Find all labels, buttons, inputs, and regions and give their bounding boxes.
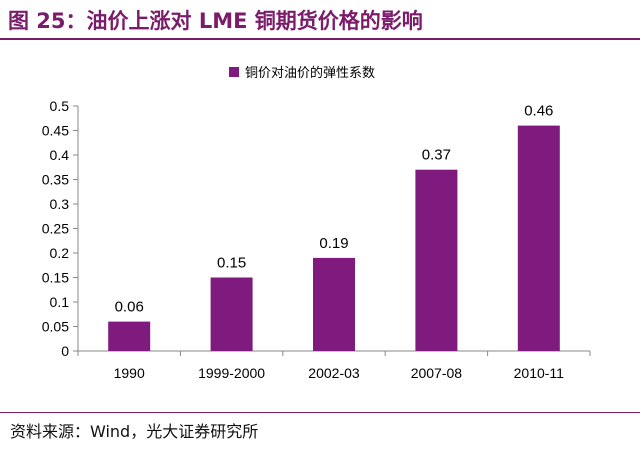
x-tick-label: 2002-03	[308, 365, 360, 381]
data-label: 0.06	[115, 299, 144, 316]
chart-legend: 铜价对油价的弹性系数	[229, 65, 375, 81]
source-divider	[0, 412, 640, 413]
y-tick-label: 0.2	[50, 245, 70, 261]
y-tick-label: 0.45	[42, 123, 69, 139]
bar-2007-08	[415, 169, 458, 351]
y-tick-label: 0.35	[42, 172, 69, 188]
data-label: 0.15	[217, 255, 246, 272]
x-tick-label: 1999-2000	[198, 365, 265, 381]
x-tick-label: 2007-08	[411, 365, 463, 381]
y-tick-label: 0.4	[50, 147, 70, 163]
legend-label: 铜价对油价的弹性系数	[245, 65, 375, 81]
y-tick-label: 0.15	[42, 270, 69, 286]
bar-2002-03	[313, 257, 355, 351]
y-tick-label: 0.25	[42, 221, 69, 237]
x-axis: 1990 1999-2000 2002-03 2007-08 2010-11	[77, 351, 591, 381]
data-labels: 0.06 0.15 0.19 0.37 0.46	[115, 103, 554, 316]
figure-title: 图 25：油价上涨对 LME 铜期货价格的影响	[8, 9, 423, 33]
y-tick-label: 0.3	[50, 196, 70, 212]
legend-swatch	[229, 67, 239, 77]
title-divider	[0, 38, 640, 40]
y-tick-label: 0	[61, 343, 69, 359]
bar-2010-11	[517, 125, 560, 351]
bar-1990	[108, 321, 151, 351]
y-tick-label: 0.1	[50, 294, 70, 310]
bar-chart: 铜价对油价的弹性系数 0 0.05 0.1 0.15 0.2 0.25 0.3 0.35 0.4…	[42, 65, 591, 381]
source-note: 资料来源：Wind，光大证券研究所	[10, 422, 259, 441]
y-tick-label: 0.05	[42, 319, 69, 335]
x-tick-label: 2010-11	[514, 365, 565, 381]
bar-series	[108, 125, 560, 351]
data-label: 0.19	[319, 235, 348, 252]
y-tick-label: 0.5	[50, 98, 70, 114]
bar-1999-2000	[210, 277, 253, 351]
x-tick-label: 1990	[114, 365, 145, 381]
y-axis: 0 0.05 0.1 0.15 0.2 0.25 0.3 0.35 0.4 0.45 0.5	[42, 98, 78, 359]
data-label: 0.37	[422, 147, 451, 164]
data-label: 0.46	[524, 103, 553, 120]
